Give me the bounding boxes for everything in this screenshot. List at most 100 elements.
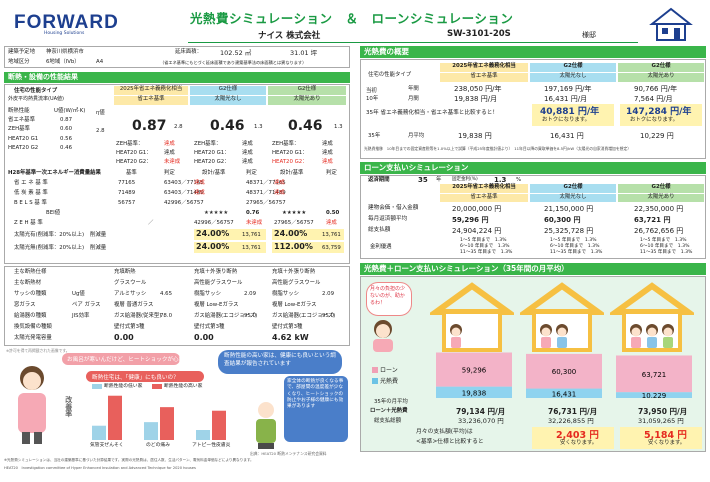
loan-rate: 1.3 bbox=[494, 176, 507, 184]
perf-sub-label: 外皮平均熱貫流率(UA値) bbox=[8, 96, 64, 102]
man-illustration bbox=[256, 402, 276, 449]
energy-col-judge-3: 判定 bbox=[326, 170, 337, 176]
zeh-row-2-result: 未達成 bbox=[246, 220, 263, 226]
perf-g1-value: 0.56 bbox=[60, 136, 73, 142]
legend-loan: ローン bbox=[380, 367, 398, 374]
energy-bar bbox=[526, 388, 602, 398]
equip-cell: 0.00 bbox=[114, 333, 134, 342]
combined-bubble: 月々の負担の少ないのが、助かるわ！ bbox=[366, 282, 412, 316]
r-compare-2: 147,284 円/年 bbox=[626, 107, 692, 117]
perf-subcol-1: 省エネ基準 bbox=[114, 96, 188, 105]
save-box-1 bbox=[532, 427, 614, 449]
loan-cell: 総支払額 bbox=[368, 227, 391, 233]
std-g1-3-result: 達成 bbox=[322, 150, 333, 156]
bels-stars-3: ★★★★★ bbox=[282, 210, 307, 216]
health-bar bbox=[144, 422, 158, 440]
r-subcol-2: 太陽光なし bbox=[530, 73, 616, 82]
r-month-label: 月間 bbox=[408, 96, 419, 102]
r-note: 光熱費推移 10年目までの固定資産税等を1.0%以上で試算（平成25年度推計値よ… bbox=[364, 146, 632, 151]
energy-label: H28年基準一次エネルギー消費量結果 bbox=[8, 170, 101, 176]
bels-label: BEI値 bbox=[46, 210, 61, 216]
energy-col-design: 設計/基準 bbox=[202, 170, 226, 176]
equip-cell: 2.09 bbox=[322, 291, 335, 297]
r-col-1: 2025年省エネ義務化相当 bbox=[440, 63, 528, 72]
ua-grade-2: 1.3 bbox=[254, 124, 263, 130]
energy-cell: 省 エ ネ 基 準 bbox=[14, 180, 48, 186]
r-compare-1: 40,881 円/年 bbox=[540, 107, 600, 117]
house-icon bbox=[649, 7, 693, 41]
r-monthly-1: 19,838 円/月 bbox=[454, 95, 498, 103]
loan-detail-line: 11〜35 年目まで 1.3% bbox=[550, 250, 603, 255]
equip-cell: 95.0 bbox=[322, 313, 335, 319]
loan-detail-line: 6〜10 年目まで 1.3% bbox=[550, 244, 600, 249]
health-xlabel-2: のどの痛み bbox=[146, 443, 170, 448]
perf-std-label: 省エネ基準 bbox=[8, 117, 35, 123]
equip-cell: 壁付式第3種 bbox=[194, 324, 225, 330]
energy-cell: 低 炭 素 基 準 bbox=[14, 190, 48, 196]
equip-cell: 高性能グラスウール bbox=[194, 280, 243, 286]
save-sub-1: 安くなります。 bbox=[560, 440, 598, 446]
loan-cell: 20,000,000 円 bbox=[452, 205, 502, 213]
health-bar bbox=[196, 430, 210, 440]
std-zeh-2-result: 達成 bbox=[242, 141, 253, 147]
sum-1: 79,134 円/月 bbox=[456, 407, 506, 416]
equip-cell: 78.0 bbox=[160, 313, 173, 319]
loan-years-unit: 年 bbox=[436, 177, 442, 183]
equip-cell: 充填＋外張り断熱 bbox=[194, 269, 238, 275]
perf-col-2: G2仕様 bbox=[190, 86, 266, 95]
solar-side-1: 削減量 bbox=[90, 232, 107, 238]
health-chart-ylabel: 改善率 bbox=[64, 396, 73, 417]
health-bar bbox=[108, 395, 122, 440]
family-house-icon bbox=[520, 282, 604, 352]
equip-cell: ガス給湯器(エコジョーズ) bbox=[272, 313, 336, 319]
area-value: 102.52 ㎡ bbox=[220, 49, 252, 57]
solar-side-2: 削減量 bbox=[90, 245, 107, 251]
energy-cell: 達成 bbox=[274, 190, 285, 196]
page-title: 光熱費シミュレーション ＆ ローンシミュレーション bbox=[190, 11, 514, 26]
perf-col-label: 住宅の性能タイプ bbox=[14, 88, 58, 94]
equip-cell: ガス給湯器(エコジョーズ) bbox=[194, 313, 258, 319]
customer-suffix: 様邸 bbox=[582, 31, 596, 39]
area-note: （省エネ基準にもとづく延床面積であり建築基準法の床面積とは異なります） bbox=[160, 60, 307, 65]
equip-cell: ペア ガラス bbox=[72, 302, 101, 308]
equip-cell: アルミサッシ bbox=[114, 291, 147, 297]
perf-subcol-2: 太陽光なし bbox=[190, 96, 266, 105]
ua-grade-3: 1.3 bbox=[334, 124, 343, 130]
energy-cell: 達成 bbox=[194, 190, 205, 196]
region-code: A4 bbox=[96, 59, 104, 65]
loan-years: 35 bbox=[418, 176, 428, 184]
std-zeh-1: ZEH基準： bbox=[116, 141, 144, 147]
legend-loan-swatch bbox=[372, 367, 378, 373]
std-g1-2: HEAT20 G1： bbox=[194, 150, 230, 156]
woman-icon bbox=[373, 320, 393, 352]
equip-cell: 主な断熱材 bbox=[14, 280, 41, 286]
loan-col-1: 2025年省エネ義務化相当 bbox=[440, 184, 528, 193]
solar1-rate-2: 24.00% bbox=[196, 229, 230, 238]
combined-header: 光熱費＋ローン支払いシミュレーション（35年間の月平均） bbox=[360, 263, 706, 275]
std-g2-2-result: 達成 bbox=[242, 159, 253, 165]
energy-col-judge: 判定 bbox=[164, 170, 175, 176]
equip-cell: 高性能グラスウール bbox=[272, 280, 321, 286]
energy-col-judge-2: 判定 bbox=[246, 170, 257, 176]
ua-value-3: 0.46 bbox=[288, 118, 323, 134]
energy-cell: 63403／77165 bbox=[164, 180, 204, 186]
perf-row-unit: U値(W/㎡·K) bbox=[54, 108, 86, 114]
save-label-1: 月々の支払額(平均)は bbox=[416, 429, 473, 435]
bottom-note-1: ※光熱費シミュレーションは、当社の建築基準に基づいた計算結果です。実際の光熱費は… bbox=[4, 458, 254, 462]
equip-cell: ガス給湯器(従来型) bbox=[114, 313, 162, 319]
r-monthly-3: 7,564 円/月 bbox=[634, 95, 673, 103]
r-35-label: 35年 bbox=[368, 133, 381, 139]
r-monthly-2: 16,431 円/月 bbox=[544, 95, 588, 103]
energy-col-design-2: 設計/基準 bbox=[280, 170, 304, 176]
loan-cell: 25,325,728 円 bbox=[544, 227, 594, 235]
solar-hl-1 bbox=[194, 229, 266, 240]
equip-cell: 4.62 kW bbox=[272, 333, 309, 342]
logo: FORWARD bbox=[14, 12, 119, 33]
loan-rate-label: 固定金利(%) bbox=[452, 177, 478, 182]
loan-table bbox=[360, 175, 706, 259]
loan-title: ローン支払いシミュレーション bbox=[364, 163, 469, 172]
total-label: 総支払総額 bbox=[374, 418, 401, 424]
perf-g2-value: 0.46 bbox=[60, 145, 73, 151]
save-1: 2,403 円 bbox=[556, 430, 599, 441]
sum-label: ローン＋光熱費 bbox=[370, 408, 408, 414]
